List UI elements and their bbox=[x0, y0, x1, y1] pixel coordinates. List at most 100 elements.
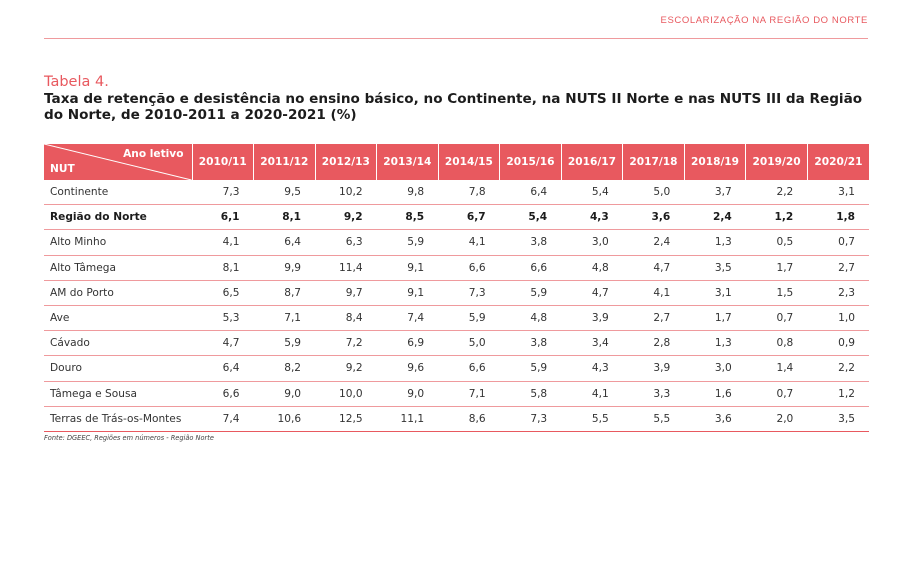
value-cell: 6,6 bbox=[438, 355, 500, 382]
value-cell: 7,2 bbox=[315, 330, 377, 357]
value-cell: 1,2 bbox=[745, 204, 808, 231]
value-cell: 6,3 bbox=[315, 229, 377, 256]
value-cell: 8,5 bbox=[376, 204, 439, 231]
value-cell: 2,4 bbox=[684, 204, 746, 231]
year-header-2015-16: 2015/16 bbox=[499, 144, 562, 180]
value-cell: 7,3 bbox=[438, 280, 500, 306]
value-cell: 4,1 bbox=[192, 229, 254, 256]
year-header-2012-13: 2012/13 bbox=[315, 144, 378, 180]
year-header-2017-18: 2017/18 bbox=[622, 144, 685, 180]
table-row: Cávado 4,7 5,9 7,2 6,9 5,0 3,8 3,4 2,8 1,3 0,8 0,9 bbox=[44, 330, 869, 357]
value-cell: 9,2 bbox=[315, 355, 377, 382]
value-cell: 0,8 bbox=[745, 330, 808, 357]
value-cell: 5,9 bbox=[499, 280, 562, 306]
value-cell: 3,4 bbox=[561, 330, 623, 357]
value-cell: 5,8 bbox=[499, 381, 562, 407]
value-cell: 8,1 bbox=[253, 204, 316, 231]
value-cell: 4,1 bbox=[561, 381, 623, 407]
nut-name-cell: Terras de Trás-os-Montes bbox=[44, 406, 192, 432]
value-cell: 4,8 bbox=[499, 305, 562, 332]
value-cell: 4,1 bbox=[438, 229, 500, 256]
value-cell: 9,1 bbox=[376, 255, 439, 281]
value-cell: 8,7 bbox=[253, 280, 316, 306]
value-cell: 11,4 bbox=[315, 255, 377, 281]
value-cell: 4,7 bbox=[622, 255, 685, 281]
value-cell: 8,6 bbox=[438, 406, 500, 432]
source-note: Fonte: DGEEC, Regiões em números - Regiã… bbox=[44, 434, 214, 442]
data-table: Ano letivo NUT 2010/11 2011/12 2012/13 2013… bbox=[44, 144, 869, 432]
value-cell: 10,0 bbox=[315, 381, 377, 407]
value-cell: 1,7 bbox=[745, 255, 808, 281]
nut-name-cell: Ave bbox=[44, 305, 192, 332]
value-cell: 9,8 bbox=[376, 180, 439, 206]
value-cell: 0,7 bbox=[745, 305, 808, 332]
value-cell: 1,5 bbox=[745, 280, 808, 306]
value-cell: 7,3 bbox=[499, 406, 562, 432]
table-body: Continente 7,3 9,5 10,2 9,8 7,8 6,4 5,4 5,0 3,7 2,… bbox=[44, 180, 869, 432]
value-cell: 2,8 bbox=[622, 330, 685, 357]
value-cell: 2,2 bbox=[807, 355, 869, 382]
value-cell: 8,4 bbox=[315, 305, 377, 332]
nut-name-cell: Alto Tâmega bbox=[44, 255, 192, 281]
value-cell: 3,0 bbox=[561, 229, 623, 256]
value-cell: 9,6 bbox=[376, 355, 439, 382]
year-header-2019-20: 2019/20 bbox=[745, 144, 808, 180]
value-cell: 5,9 bbox=[253, 330, 316, 357]
diagonal-divider bbox=[44, 144, 192, 180]
value-cell: 1,7 bbox=[684, 305, 746, 332]
running-header: ESCOLARIZAÇÃO NA REGIÃO DO NORTE bbox=[660, 15, 868, 26]
value-cell: 3,5 bbox=[684, 255, 746, 281]
value-cell: 10,2 bbox=[315, 180, 377, 206]
value-cell: 1,3 bbox=[684, 330, 746, 357]
table-row: Ave 5,3 7,1 8,4 7,4 5,9 4,8 3,9 2,7 1,7 0,7 1,0 bbox=[44, 305, 869, 332]
value-cell: 11,1 bbox=[376, 406, 439, 432]
value-cell: 6,5 bbox=[192, 280, 254, 306]
value-cell: 3,1 bbox=[684, 280, 746, 306]
table-row: Continente 7,3 9,5 10,2 9,8 7,8 6,4 5,4 5,0 3,7 2,… bbox=[44, 180, 869, 206]
year-header-2018-19: 2018/19 bbox=[684, 144, 747, 180]
corner-nut-label: NUT bbox=[50, 163, 75, 175]
nut-name-cell: Região do Norte bbox=[44, 204, 192, 231]
value-cell: 5,5 bbox=[622, 406, 685, 432]
value-cell: 9,5 bbox=[253, 180, 316, 206]
value-cell: 9,0 bbox=[376, 381, 439, 407]
nut-name-cell: Tâmega e Sousa bbox=[44, 381, 192, 407]
corner-header-cell: Ano letivo NUT bbox=[44, 144, 193, 180]
table-row: Douro 6,4 8,2 9,2 9,6 6,6 5,9 4,3 3,9 3,0 1,4 2,2 bbox=[44, 355, 869, 382]
value-cell: 0,9 bbox=[807, 330, 869, 357]
value-cell: 3,3 bbox=[622, 381, 685, 407]
value-cell: 9,9 bbox=[253, 255, 316, 281]
value-cell: 10,6 bbox=[253, 406, 316, 432]
value-cell: 1,8 bbox=[807, 204, 869, 231]
value-cell: 2,7 bbox=[807, 255, 869, 281]
nut-name-cell: Continente bbox=[44, 180, 192, 206]
value-cell: 6,9 bbox=[376, 330, 439, 357]
value-cell: 12,5 bbox=[315, 406, 377, 432]
value-cell: 7,1 bbox=[438, 381, 500, 407]
value-cell: 9,0 bbox=[253, 381, 316, 407]
value-cell: 4,3 bbox=[561, 355, 623, 382]
value-cell: 6,6 bbox=[499, 255, 562, 281]
value-cell: 7,3 bbox=[192, 180, 254, 206]
header-rule bbox=[44, 38, 868, 39]
value-cell: 3,9 bbox=[622, 355, 685, 382]
value-cell: 3,7 bbox=[684, 180, 746, 206]
value-cell: 1,2 bbox=[807, 381, 869, 407]
value-cell: 0,7 bbox=[745, 381, 808, 407]
value-cell: 5,9 bbox=[376, 229, 439, 256]
value-cell: 5,5 bbox=[561, 406, 623, 432]
table-title: Taxa de retenção e desistência no ensino… bbox=[44, 91, 863, 123]
value-cell: 5,9 bbox=[438, 305, 500, 332]
value-cell: 3,8 bbox=[499, 229, 562, 256]
value-cell: 6,4 bbox=[499, 180, 562, 206]
value-cell: 5,0 bbox=[622, 180, 685, 206]
value-cell: 2,0 bbox=[745, 406, 808, 432]
table-row: Tâmega e Sousa 6,6 9,0 10,0 9,0 7,1 5,8 4,1 3,3 1… bbox=[44, 381, 869, 407]
year-header-2013-14: 2013/14 bbox=[376, 144, 439, 180]
value-cell: 4,7 bbox=[192, 330, 254, 357]
value-cell: 6,7 bbox=[438, 204, 500, 231]
value-cell: 5,4 bbox=[561, 180, 623, 206]
value-cell: 1,6 bbox=[684, 381, 746, 407]
value-cell: 1,0 bbox=[807, 305, 869, 332]
nut-name-cell: Cávado bbox=[44, 330, 192, 357]
